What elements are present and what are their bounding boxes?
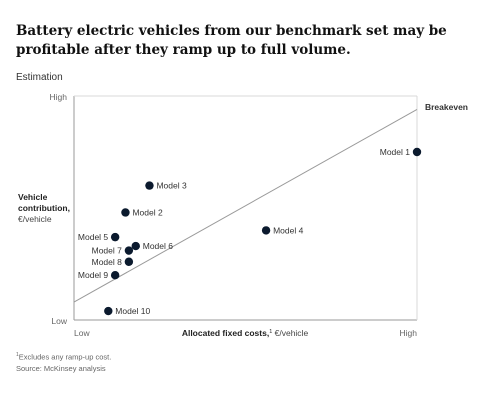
- data-point-model-7: Model 7: [92, 246, 134, 256]
- x-axis-label: Allocated fixed costs,1 €/vehicle: [182, 328, 309, 338]
- point-marker-model-3: [145, 181, 154, 190]
- point-label-model-3: Model 3: [156, 181, 187, 191]
- y-tick-high: High: [50, 92, 68, 102]
- point-marker-model-8: [124, 257, 134, 266]
- footnote-ramp-up: 1Excludes any ramp-up cost.: [16, 352, 111, 362]
- data-points: Model 1 Model 2 Model 3 Model 4 Model 5 Model…: [78, 147, 422, 316]
- x-axis-label-bold: Allocated fixed costs,: [182, 328, 269, 338]
- point-label-model-7: Model 7: [92, 246, 123, 256]
- point-marker-model-5: [110, 232, 120, 242]
- point-marker-model-7: [124, 246, 134, 255]
- point-label-model-10: Model 10: [115, 306, 150, 316]
- point-marker-model-1: [412, 147, 422, 157]
- data-point-model-5: Model 5: [78, 232, 120, 242]
- data-point-model-10: Model 10: [104, 306, 151, 316]
- axes: High Low Low High Vehicle contribution, …: [18, 92, 418, 338]
- point-label-model-5: Model 5: [78, 232, 109, 242]
- y-axis-label-line2: contribution,: [18, 203, 70, 213]
- data-point-model-9: Model 9: [78, 270, 120, 280]
- point-marker-model-9: [110, 271, 120, 280]
- data-point-model-3: Model 3: [145, 181, 187, 191]
- point-label-model-8: Model 8: [92, 257, 123, 267]
- chart-subtitle: Estimation: [16, 72, 63, 83]
- point-label-model-4: Model 4: [273, 225, 304, 235]
- point-label-model-9: Model 9: [78, 270, 109, 280]
- chart-title: Battery electric vehicles from our bench…: [16, 23, 447, 58]
- point-marker-model-4: [261, 226, 271, 235]
- footnote-source: Source: McKinsey analysis: [16, 364, 106, 373]
- x-axis-label-unit: €/vehicle: [272, 328, 308, 338]
- point-label-model-1: Model 1: [380, 147, 411, 157]
- point-marker-model-2: [121, 208, 130, 217]
- data-point-model-6: Model 6: [131, 241, 174, 251]
- data-point-model-4: Model 4: [261, 225, 304, 235]
- x-tick-high: High: [400, 328, 418, 338]
- x-tick-low: Low: [74, 328, 90, 338]
- breakeven-line: [73, 109, 418, 303]
- y-tick-low: Low: [51, 316, 67, 326]
- y-axis-label-unit: €/vehicle: [18, 214, 52, 224]
- data-point-model-1: Model 1: [380, 147, 422, 157]
- data-point-model-8: Model 8: [92, 257, 134, 267]
- footnote-text: Excludes any ramp-up cost.: [18, 352, 112, 362]
- y-axis-label-line1: Vehicle: [18, 192, 48, 202]
- breakeven-group: Breakeven: [73, 102, 468, 303]
- y-axis-label: Vehicle contribution, €/vehicle: [18, 192, 72, 224]
- point-label-model-6: Model 6: [143, 241, 174, 251]
- point-label-model-2: Model 2: [132, 207, 163, 217]
- point-marker-model-10: [104, 306, 113, 316]
- footnote-marker: 1: [16, 352, 19, 358]
- x-axis-label-superscript: 1: [269, 329, 272, 335]
- data-point-model-2: Model 2: [121, 207, 163, 217]
- point-marker-model-6: [131, 241, 140, 251]
- breakeven-label: Breakeven: [425, 102, 468, 112]
